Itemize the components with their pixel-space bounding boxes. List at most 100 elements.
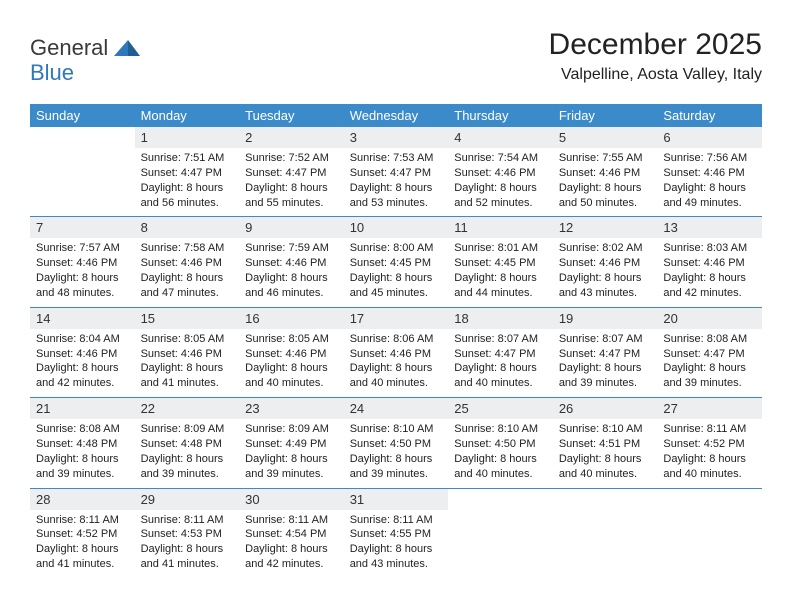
calendar-cell: 17Sunrise: 8:06 AMSunset: 4:46 PMDayligh… (344, 307, 449, 397)
daylight-text: and 41 minutes. (141, 376, 234, 391)
calendar-cell: 16Sunrise: 8:05 AMSunset: 4:46 PMDayligh… (239, 307, 344, 397)
day-number: 20 (657, 308, 762, 329)
sunset-text: Sunset: 4:46 PM (245, 256, 338, 271)
day-number: 22 (135, 398, 240, 419)
calendar-cell-empty (30, 127, 135, 217)
daylight-text: and 39 minutes. (141, 467, 234, 482)
daylight-text: and 40 minutes. (454, 467, 547, 482)
daylight-text: Daylight: 8 hours (245, 542, 338, 557)
calendar-cell: 27Sunrise: 8:11 AMSunset: 4:52 PMDayligh… (657, 398, 762, 488)
day-info: Sunrise: 8:11 AMSunset: 4:55 PMDaylight:… (344, 510, 449, 578)
sunrise-text: Sunrise: 8:05 AM (245, 332, 338, 347)
calendar-week-row: 14Sunrise: 8:04 AMSunset: 4:46 PMDayligh… (30, 307, 762, 397)
calendar-cell: 25Sunrise: 8:10 AMSunset: 4:50 PMDayligh… (448, 398, 553, 488)
sunset-text: Sunset: 4:49 PM (245, 437, 338, 452)
daylight-text: Daylight: 8 hours (663, 271, 756, 286)
daylight-text: and 56 minutes. (141, 196, 234, 211)
daylight-text: and 53 minutes. (350, 196, 443, 211)
daylight-text: Daylight: 8 hours (663, 361, 756, 376)
day-number: 1 (135, 127, 240, 148)
day-info: Sunrise: 8:11 AMSunset: 4:52 PMDaylight:… (30, 510, 135, 578)
daylight-text: Daylight: 8 hours (350, 271, 443, 286)
calendar-week-row: 1Sunrise: 7:51 AMSunset: 4:47 PMDaylight… (30, 127, 762, 217)
daylight-text: Daylight: 8 hours (245, 452, 338, 467)
sunrise-text: Sunrise: 8:10 AM (559, 422, 652, 437)
sunset-text: Sunset: 4:46 PM (141, 347, 234, 362)
calendar-week-row: 28Sunrise: 8:11 AMSunset: 4:52 PMDayligh… (30, 488, 762, 578)
day-info: Sunrise: 7:58 AMSunset: 4:46 PMDaylight:… (135, 238, 240, 306)
calendar-week-row: 21Sunrise: 8:08 AMSunset: 4:48 PMDayligh… (30, 398, 762, 488)
day-number: 6 (657, 127, 762, 148)
daylight-text: and 45 minutes. (350, 286, 443, 301)
day-info: Sunrise: 8:01 AMSunset: 4:45 PMDaylight:… (448, 238, 553, 306)
day-info: Sunrise: 8:11 AMSunset: 4:54 PMDaylight:… (239, 510, 344, 578)
sunset-text: Sunset: 4:47 PM (663, 347, 756, 362)
day-number: 25 (448, 398, 553, 419)
sunrise-text: Sunrise: 8:11 AM (245, 513, 338, 528)
day-info: Sunrise: 8:10 AMSunset: 4:50 PMDaylight:… (344, 419, 449, 487)
sunset-text: Sunset: 4:47 PM (559, 347, 652, 362)
day-info: Sunrise: 8:00 AMSunset: 4:45 PMDaylight:… (344, 238, 449, 306)
day-info: Sunrise: 8:07 AMSunset: 4:47 PMDaylight:… (448, 329, 553, 397)
sunset-text: Sunset: 4:54 PM (245, 527, 338, 542)
calendar-cell-empty (657, 488, 762, 578)
sunset-text: Sunset: 4:46 PM (454, 166, 547, 181)
weekday-header: Tuesday (239, 104, 344, 127)
sunrise-text: Sunrise: 8:08 AM (36, 422, 129, 437)
day-number: 19 (553, 308, 658, 329)
daylight-text: Daylight: 8 hours (559, 271, 652, 286)
calendar-body: 1Sunrise: 7:51 AMSunset: 4:47 PMDaylight… (30, 127, 762, 578)
day-number: 2 (239, 127, 344, 148)
logo-mark-icon (114, 34, 140, 61)
day-number: 4 (448, 127, 553, 148)
calendar-cell: 10Sunrise: 8:00 AMSunset: 4:45 PMDayligh… (344, 217, 449, 307)
day-info: Sunrise: 8:08 AMSunset: 4:48 PMDaylight:… (30, 419, 135, 487)
daylight-text: and 42 minutes. (663, 286, 756, 301)
day-info: Sunrise: 7:59 AMSunset: 4:46 PMDaylight:… (239, 238, 344, 306)
daylight-text: and 40 minutes. (245, 376, 338, 391)
weekday-header: Sunday (30, 104, 135, 127)
day-info: Sunrise: 8:09 AMSunset: 4:48 PMDaylight:… (135, 419, 240, 487)
sunset-text: Sunset: 4:52 PM (36, 527, 129, 542)
logo-blue-word: Blue (30, 60, 74, 86)
daylight-text: and 41 minutes. (141, 557, 234, 572)
daylight-text: Daylight: 8 hours (454, 181, 547, 196)
day-info: Sunrise: 8:08 AMSunset: 4:47 PMDaylight:… (657, 329, 762, 397)
day-info: Sunrise: 8:07 AMSunset: 4:47 PMDaylight:… (553, 329, 658, 397)
calendar-cell: 8Sunrise: 7:58 AMSunset: 4:46 PMDaylight… (135, 217, 240, 307)
sunset-text: Sunset: 4:46 PM (36, 347, 129, 362)
weekday-header: Saturday (657, 104, 762, 127)
day-number: 21 (30, 398, 135, 419)
day-info: Sunrise: 8:03 AMSunset: 4:46 PMDaylight:… (657, 238, 762, 306)
daylight-text: Daylight: 8 hours (663, 181, 756, 196)
sunset-text: Sunset: 4:46 PM (245, 347, 338, 362)
sunset-text: Sunset: 4:48 PM (141, 437, 234, 452)
calendar-cell: 1Sunrise: 7:51 AMSunset: 4:47 PMDaylight… (135, 127, 240, 217)
sunrise-text: Sunrise: 8:03 AM (663, 241, 756, 256)
calendar-cell: 28Sunrise: 8:11 AMSunset: 4:52 PMDayligh… (30, 488, 135, 578)
sunrise-text: Sunrise: 8:06 AM (350, 332, 443, 347)
calendar-cell: 21Sunrise: 8:08 AMSunset: 4:48 PMDayligh… (30, 398, 135, 488)
calendar-cell: 24Sunrise: 8:10 AMSunset: 4:50 PMDayligh… (344, 398, 449, 488)
sunrise-text: Sunrise: 8:04 AM (36, 332, 129, 347)
sunrise-text: Sunrise: 8:07 AM (559, 332, 652, 347)
sunset-text: Sunset: 4:47 PM (454, 347, 547, 362)
weekday-header: Friday (553, 104, 658, 127)
day-number: 30 (239, 489, 344, 510)
calendar-cell: 30Sunrise: 8:11 AMSunset: 4:54 PMDayligh… (239, 488, 344, 578)
daylight-text: Daylight: 8 hours (350, 542, 443, 557)
calendar-cell: 11Sunrise: 8:01 AMSunset: 4:45 PMDayligh… (448, 217, 553, 307)
day-number: 31 (344, 489, 449, 510)
day-number: 23 (239, 398, 344, 419)
day-number: 14 (30, 308, 135, 329)
page-title: December 2025 (549, 28, 762, 62)
day-info: Sunrise: 8:05 AMSunset: 4:46 PMDaylight:… (239, 329, 344, 397)
sunrise-text: Sunrise: 8:11 AM (36, 513, 129, 528)
daylight-text: Daylight: 8 hours (245, 271, 338, 286)
sunrise-text: Sunrise: 8:11 AM (663, 422, 756, 437)
day-info: Sunrise: 7:52 AMSunset: 4:47 PMDaylight:… (239, 148, 344, 216)
calendar-cell: 2Sunrise: 7:52 AMSunset: 4:47 PMDaylight… (239, 127, 344, 217)
title-block: December 2025 Valpelline, Aosta Valley, … (549, 28, 762, 84)
calendar-table: SundayMondayTuesdayWednesdayThursdayFrid… (30, 104, 762, 578)
sunrise-text: Sunrise: 8:08 AM (663, 332, 756, 347)
